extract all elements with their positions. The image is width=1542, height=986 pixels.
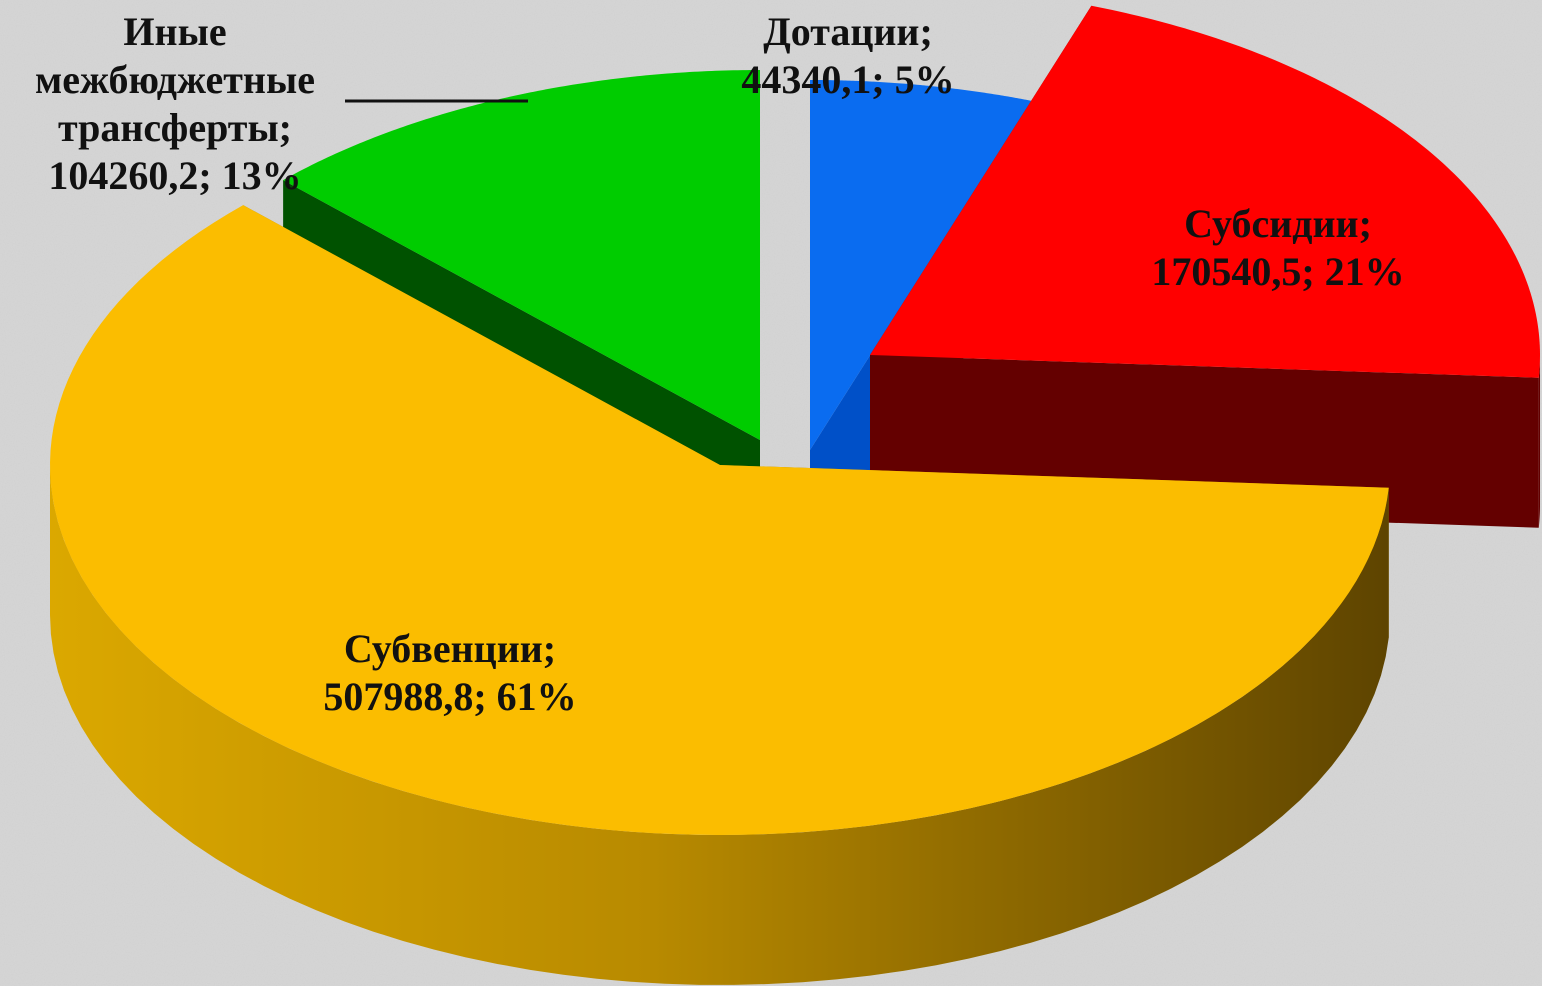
slice-wall xyxy=(1538,355,1540,528)
data-label: Дотации; 44340,1; 5% xyxy=(741,9,955,102)
pie xyxy=(50,5,1540,985)
slice xyxy=(283,70,760,440)
slice xyxy=(870,5,1540,378)
slice xyxy=(50,205,1389,835)
data-label: Субсидии; 170540,5; 21% xyxy=(1151,201,1405,294)
data-label: Субвенции; 507988,8; 61% xyxy=(323,626,577,719)
slice xyxy=(810,80,1032,450)
data-label: Иные межбюджетные трансферты; 104260,2; … xyxy=(35,9,315,198)
slice-wall xyxy=(50,465,1389,985)
